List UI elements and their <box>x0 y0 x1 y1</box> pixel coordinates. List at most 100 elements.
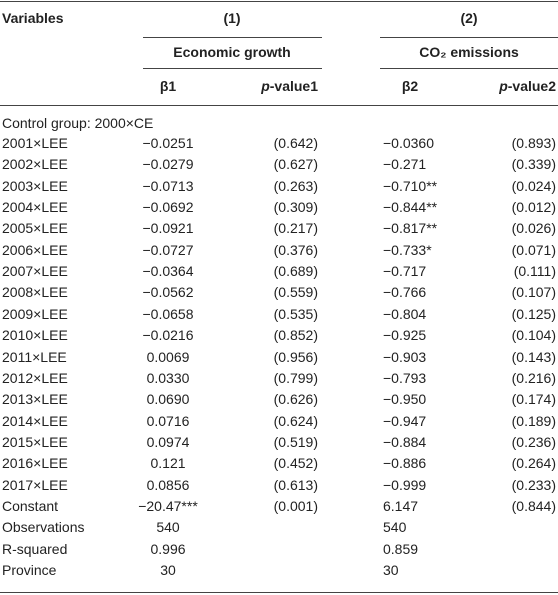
beta2: −0.733* <box>383 241 432 258</box>
row-label: 2006×LEE <box>2 241 68 258</box>
beta2: −0.804 <box>383 305 427 322</box>
beta1: −0.0364 <box>142 263 194 280</box>
p-value1: (0.559) <box>273 284 318 301</box>
stat-value: 540 <box>383 519 407 536</box>
p-value2: (0.264) <box>511 455 556 472</box>
beta2: 6.147 <box>383 497 419 514</box>
p-value1: (0.309) <box>273 199 318 216</box>
rule <box>380 68 558 69</box>
p-value2: (0.024) <box>511 177 556 194</box>
beta2: −0.271 <box>383 156 427 173</box>
beta2: −0.950 <box>383 391 427 408</box>
group-number: (1) <box>223 10 241 26</box>
p-value1: (0.852) <box>273 327 318 344</box>
p-value2: (0.026) <box>511 220 556 237</box>
row-label: 2004×LEE <box>2 199 68 216</box>
row-label: 2013×LEE <box>2 391 68 408</box>
row-label: 2017×LEE <box>2 476 68 493</box>
beta2: −0.766 <box>383 284 427 301</box>
p-value1: (0.613) <box>273 476 318 493</box>
beta2: −0.710** <box>383 177 438 194</box>
group-number: (2) <box>460 10 478 26</box>
p-value1: (0.626) <box>273 391 318 408</box>
p-value2: (0.012) <box>511 199 556 216</box>
column-header: p-value2 <box>499 78 556 94</box>
beta1: 0.0974 <box>146 433 190 450</box>
row-label: 2008×LEE <box>2 284 68 301</box>
p-value2: (0.844) <box>511 497 556 514</box>
beta2: −0.817** <box>383 220 438 237</box>
beta1: 0.0330 <box>146 369 190 386</box>
row-label: 2005×LEE <box>2 220 68 237</box>
beta2: −0.844** <box>383 199 438 216</box>
label: -value1 <box>269 78 318 94</box>
p-value2: (0.111) <box>513 263 556 280</box>
p-value2: (0.236) <box>511 433 556 450</box>
label: β2 <box>401 78 419 94</box>
beta2: −0.0360 <box>383 135 434 151</box>
rule <box>143 68 322 69</box>
beta1: −0.0216 <box>142 327 194 344</box>
p-value1: (0.376) <box>273 241 318 258</box>
stat-value: 0.996 <box>150 540 186 557</box>
beta2: −0.947 <box>383 412 427 429</box>
stat-value: 540 <box>156 519 180 536</box>
stat-value: 30 <box>383 562 399 578</box>
beta1: 0.0716 <box>146 412 190 429</box>
italic: p <box>261 78 270 94</box>
row-label: 2016×LEE <box>2 455 68 472</box>
p-value1: (0.263) <box>273 177 318 194</box>
label: β1 <box>159 78 177 94</box>
italic: p <box>499 78 508 94</box>
p-value1: (0.001) <box>273 497 318 514</box>
p-value2: (0.125) <box>511 305 556 322</box>
p-value2: (0.216) <box>511 369 556 386</box>
stat-value: 0.859 <box>383 540 419 557</box>
beta2: −0.999 <box>383 476 427 493</box>
row-label: 2010×LEE <box>2 327 68 344</box>
beta1: 0.0856 <box>146 476 190 493</box>
beta1: −0.0562 <box>142 284 194 301</box>
beta2: −0.717 <box>383 263 427 280</box>
beta2: −0.925 <box>383 327 427 344</box>
p-value2: (0.233) <box>511 476 556 493</box>
stat-label: R-squared <box>2 540 68 557</box>
beta1: −20.47*** <box>138 497 198 514</box>
column-header: β2 <box>402 78 418 94</box>
beta1: −0.0251 <box>142 135 194 151</box>
p-value1: (0.535) <box>273 305 318 322</box>
column-header: β1 <box>160 78 176 94</box>
row-label: 2011×LEE <box>2 348 67 365</box>
p-value1: (0.689) <box>273 263 318 280</box>
row-label: 2001×LEE <box>2 135 68 151</box>
row-label: Constant <box>2 497 59 514</box>
stat-value: 30 <box>160 562 176 578</box>
p-value1: (0.642) <box>273 135 318 151</box>
group-title: CO₂ emissions <box>419 44 519 60</box>
stat-label: Province <box>2 562 57 578</box>
p-value1: (0.452) <box>273 455 318 472</box>
stat-label: Observations <box>2 519 85 536</box>
p-value2: (0.339) <box>511 156 556 173</box>
beta1: −0.0692 <box>142 199 194 216</box>
beta1: −0.0658 <box>142 305 194 322</box>
rule <box>380 37 558 38</box>
header-variables: Variables <box>2 10 64 26</box>
row-label: 2012×LEE <box>2 369 68 386</box>
rule <box>0 592 558 593</box>
p-value2: (0.174) <box>511 391 556 408</box>
row-label: 2014×LEE <box>2 412 68 429</box>
row-label: 2002×LEE <box>2 156 68 173</box>
p-value2: (0.143) <box>511 348 556 365</box>
row-label: 2015×LEE <box>2 433 68 450</box>
beta2: −0.903 <box>383 348 427 365</box>
p-value1: (0.627) <box>273 156 318 173</box>
beta2: −0.793 <box>383 369 427 386</box>
rule <box>0 1 558 2</box>
beta1: 0.0690 <box>146 391 190 408</box>
p-value2: (0.893) <box>511 135 556 151</box>
label: -value2 <box>507 78 556 94</box>
row-label: 2007×LEE <box>2 263 68 280</box>
group-title: Economic growth <box>173 44 291 60</box>
